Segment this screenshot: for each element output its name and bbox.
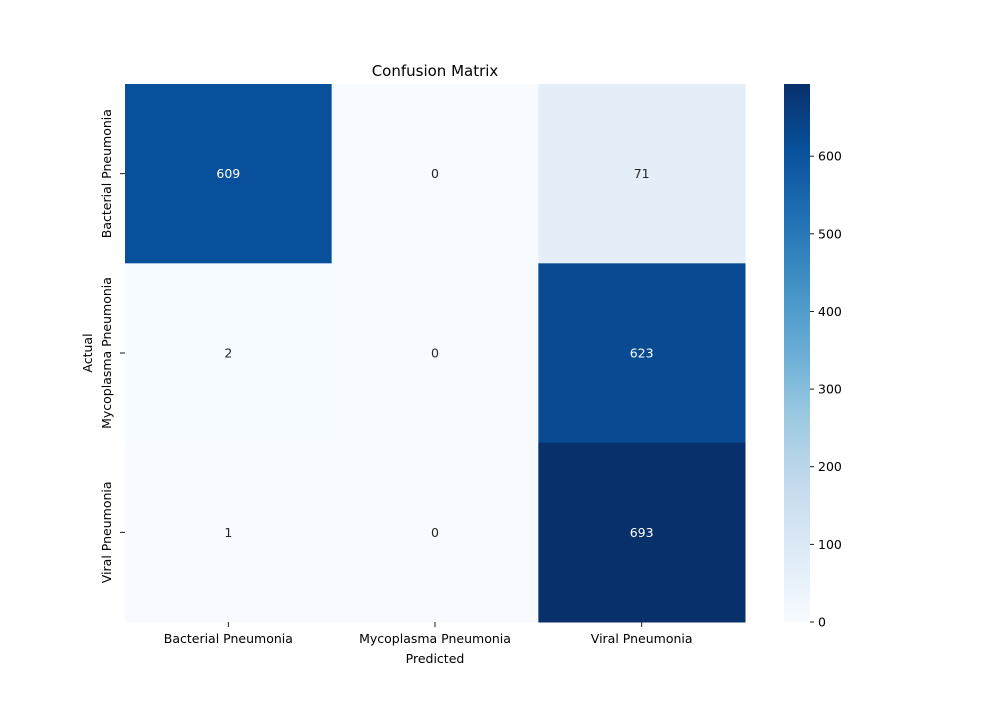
heatmap-cell [125,84,333,264]
colorbar-tick-label: 500 [818,226,842,241]
cell-value-label: 609 [216,166,240,181]
heatmap-cell [331,84,539,264]
heatmap-cell [538,442,746,623]
cell-value-label: 2 [224,346,232,361]
x-tick-label: Mycoplasma Pneumonia [359,631,511,646]
cell-value-label: 0 [431,525,439,540]
y-tick-label: Viral Pneumonia [99,481,114,583]
heatmap-cell [125,442,333,623]
cell-value-label: 0 [431,166,439,181]
colorbar-tick-label: 600 [818,149,842,164]
colorbar-tick-label: 400 [818,304,842,319]
cell-value-label: 1 [224,525,232,540]
colorbar-tick-label: 100 [818,537,842,552]
cell-value-label: 623 [630,346,654,361]
x-tick-label: Bacterial Pneumonia [164,631,293,646]
heatmap-cell [331,263,539,444]
cell-value-label: 0 [431,346,439,361]
heatmap-cell [125,263,333,444]
cell-value-label: 693 [630,525,654,540]
heatmap-cell-labels: 609 0 71 2 0 623 1 0 693 [216,166,653,540]
heatmap-cells [125,84,746,623]
colorbar-tick-label: 200 [818,459,842,474]
colorbar-tick-label: 0 [818,615,826,630]
heatmap-cell [331,442,539,623]
cell-value-label: 71 [634,166,650,181]
y-tick-label: Bacterial Pneumonia [99,109,114,238]
x-tick-label: Viral Pneumonia [591,631,693,646]
chart-title: Confusion Matrix [372,62,499,80]
heatmap-cell [538,263,746,444]
heatmap-cell [538,84,746,264]
colorbar-ticks: 0 100 200 300 400 500 600 [810,149,842,630]
y-axis-ticks: Bacterial Pneumonia Mycoplasma Pneumonia V… [99,109,125,583]
y-axis-label: Actual [80,333,95,372]
x-axis-ticks: Bacterial Pneumonia Mycoplasma Pneumonia V… [164,622,693,646]
colorbar-tick-label: 300 [818,382,842,397]
colorbar [784,84,810,622]
y-tick-label: Mycoplasma Pneumonia [99,277,114,429]
x-axis-label: Predicted [406,651,465,666]
